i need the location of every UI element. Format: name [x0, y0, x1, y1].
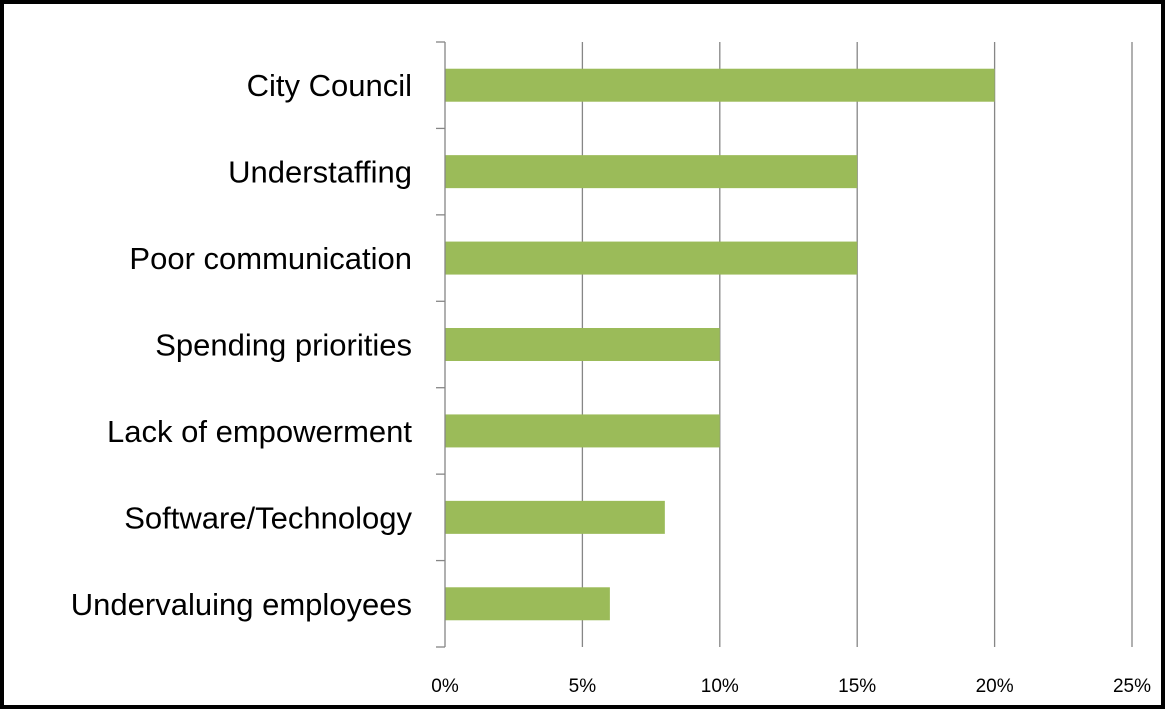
- category-label-5: Software/Technology: [124, 500, 412, 535]
- gridlines: [581, 42, 1133, 647]
- category-label-2: Poor communication: [129, 241, 412, 276]
- category-label-0: City Council: [247, 68, 412, 103]
- category-labels: City Council Understaffing Poor communicat…: [71, 68, 413, 622]
- bar-0: [445, 68, 995, 102]
- bar-1: [445, 155, 858, 189]
- category-label-3: Spending priorities: [155, 328, 412, 363]
- x-tick-labels: 0% 5% 10% 15% 20% 25%: [431, 676, 1151, 697]
- bar-5: [445, 500, 665, 534]
- x-tick-label-1: 5%: [569, 676, 597, 697]
- bar-2: [445, 241, 858, 275]
- x-tick-label-4: 20%: [976, 676, 1014, 697]
- bars: [445, 68, 995, 621]
- x-tick-label-0: 0%: [431, 676, 459, 697]
- category-label-6: Undervaluing employees: [71, 587, 412, 622]
- bar-6: [445, 587, 610, 621]
- bar-4: [445, 414, 720, 448]
- bar-3: [445, 328, 720, 361]
- category-label-4: Lack of empowerment: [107, 414, 412, 449]
- bar-chart: City Council Understaffing Poor communicat…: [71, 41, 1151, 697]
- x-tick-label-3: 15%: [838, 676, 876, 697]
- x-tick-label-2: 10%: [701, 676, 739, 697]
- category-label-1: Understaffing: [228, 155, 412, 190]
- y-axis: [436, 41, 446, 648]
- x-tick-label-5: 25%: [1113, 676, 1151, 697]
